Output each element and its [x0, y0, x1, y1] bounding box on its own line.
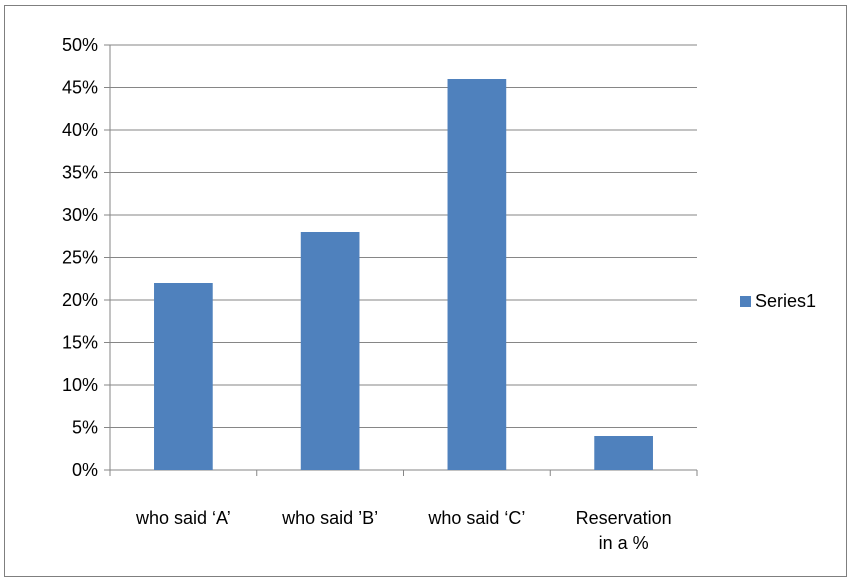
bar	[154, 283, 213, 470]
y-tick-label: 40%	[62, 120, 98, 140]
y-tick-label: 20%	[62, 290, 98, 310]
y-tick-label: 45%	[62, 78, 98, 98]
y-tick-label: 10%	[62, 375, 98, 395]
x-category-labels: who said ‘A’ who said ’B’ who said ‘C’ Rese…	[135, 508, 672, 553]
legend: Series1	[740, 291, 816, 311]
x-category-label: Reservation	[576, 508, 672, 528]
y-tick-label: 15%	[62, 333, 98, 353]
y-tick-label: 25%	[62, 248, 98, 268]
y-tick-labels: 0% 5% 10% 15% 20% 25% 30% 35% 40% 45% 50%	[62, 35, 98, 480]
y-tick-label: 5%	[72, 418, 98, 438]
bar	[300, 232, 360, 470]
y-tick-label: 0%	[72, 460, 98, 480]
y-tick-label: 50%	[62, 35, 98, 55]
x-category-label: who said ‘A’	[135, 508, 231, 528]
bar	[594, 436, 653, 470]
x-category-label: who said ’B’	[281, 508, 378, 528]
legend-label: Series1	[755, 291, 816, 311]
bars	[154, 79, 653, 470]
legend-swatch	[740, 296, 751, 307]
y-tick-label: 30%	[62, 205, 98, 225]
x-category-label: who said ‘C’	[427, 508, 525, 528]
x-category-label: in a %	[599, 533, 649, 553]
y-tick-label: 35%	[62, 163, 98, 183]
bar	[447, 79, 507, 470]
chart-frame	[4, 5, 847, 577]
